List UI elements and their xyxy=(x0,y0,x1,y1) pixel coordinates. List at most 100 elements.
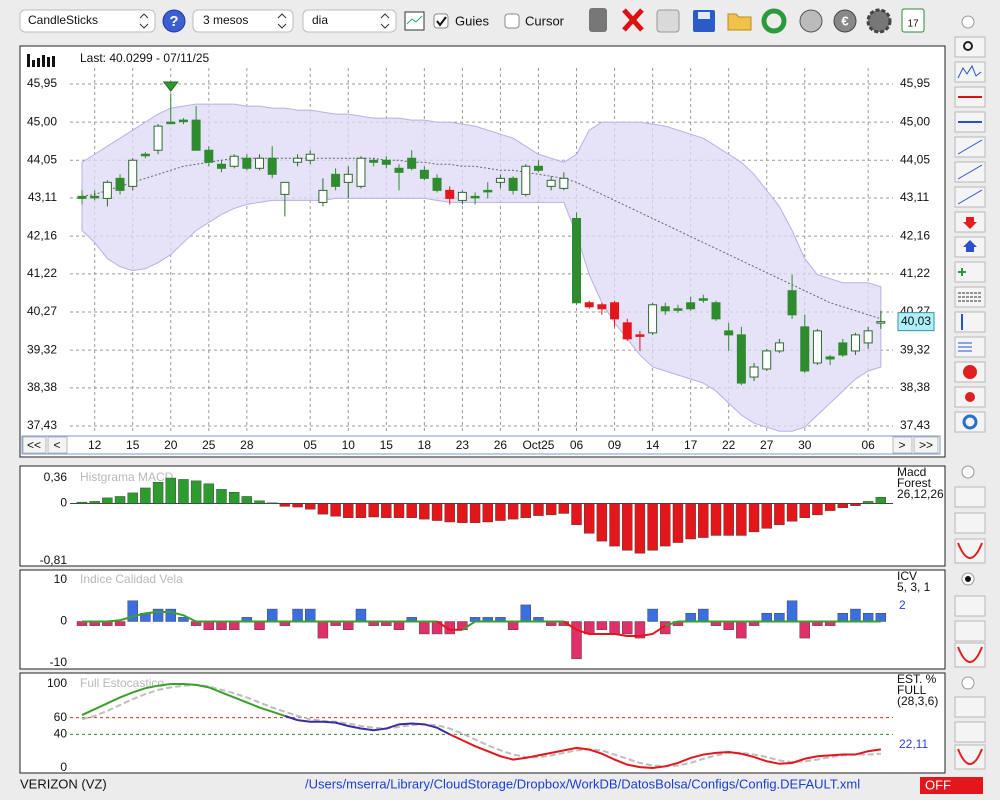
guides-checkbox[interactable] xyxy=(433,13,449,29)
zoom-button[interactable] xyxy=(954,36,986,58)
icon-glyph xyxy=(957,748,983,765)
x-tick-label: 18 xyxy=(418,438,432,452)
calendar-icon[interactable] xyxy=(901,8,925,33)
candle-body xyxy=(191,119,201,151)
help-button[interactable] xyxy=(162,9,186,33)
candle-body xyxy=(115,177,125,191)
candle-body xyxy=(381,159,391,165)
macd-bar xyxy=(279,503,291,507)
x-tick-label: 15 xyxy=(380,438,394,452)
candle-body xyxy=(622,322,632,340)
tool-button[interactable] xyxy=(954,721,986,743)
macd-bar xyxy=(140,487,151,504)
chart-type-text: CandleSticks xyxy=(28,13,98,27)
candle-body xyxy=(204,149,214,163)
period-select[interactable] xyxy=(192,9,294,33)
chart-type-select[interactable] xyxy=(19,9,156,33)
icv-bar xyxy=(660,621,671,635)
macd-bar xyxy=(190,480,202,504)
camera-icon[interactable] xyxy=(656,9,680,33)
settings-icon[interactable] xyxy=(866,8,892,34)
x-tick-label: 17 xyxy=(684,438,698,452)
candle-body xyxy=(280,181,290,195)
candle-body xyxy=(483,189,493,193)
stoch-k-line xyxy=(81,683,286,717)
toolbar: CandleSticks ? 3 mesos dia Guies Cursor … xyxy=(19,8,975,34)
sync-icon[interactable] xyxy=(799,9,823,33)
icv-bar xyxy=(647,608,658,622)
icv-bar xyxy=(520,604,531,622)
candle-body xyxy=(825,356,835,360)
stoch-k-line xyxy=(461,739,881,770)
tool-button[interactable] xyxy=(954,512,986,534)
candle-body xyxy=(166,121,176,125)
status-badge[interactable] xyxy=(920,777,983,794)
interval-select[interactable] xyxy=(302,9,397,33)
x-tick-label: 27 xyxy=(760,438,774,452)
icv-bar xyxy=(862,613,874,622)
y-tick-label: 40,27 xyxy=(27,304,57,318)
icv-bar xyxy=(622,621,633,635)
macd-bar xyxy=(469,503,481,523)
macd-bar xyxy=(444,503,455,523)
radio[interactable] xyxy=(961,676,975,690)
x-tick-label: 10 xyxy=(342,438,356,452)
delete-icon[interactable] xyxy=(622,8,644,32)
y-tick-label: 44,05 xyxy=(900,152,930,166)
icv-param: 5, 3, 1 xyxy=(897,580,931,594)
guides-label: Guies xyxy=(455,13,489,28)
icv-bar xyxy=(507,621,519,631)
first-button[interactable] xyxy=(22,436,47,454)
x-tick-label: 25 xyxy=(202,438,216,452)
icv-bar xyxy=(723,621,734,631)
candle-body xyxy=(660,306,670,312)
y-tick-label: 45,00 xyxy=(900,114,930,128)
macd-bar xyxy=(736,503,747,536)
icv-bar xyxy=(355,608,367,622)
icon-glyph xyxy=(957,139,983,155)
tool-button[interactable] xyxy=(954,595,986,617)
candle-body xyxy=(850,334,860,352)
candle-body xyxy=(863,330,873,344)
cursor-checkbox[interactable] xyxy=(504,13,520,29)
next-button[interactable] xyxy=(892,436,913,454)
tool-button[interactable] xyxy=(954,486,986,508)
tool-button[interactable] xyxy=(954,61,986,83)
candle-body xyxy=(876,321,886,324)
icv-bar xyxy=(774,613,785,622)
x-tick-label: 05 xyxy=(304,438,318,452)
last-price-label: Last: 40.0299 - 07/11/25 xyxy=(80,51,210,65)
stoch-title: Full Estocastico xyxy=(80,676,164,690)
tool-button[interactable] xyxy=(954,744,986,770)
tool-button[interactable] xyxy=(954,411,986,433)
tool-button[interactable] xyxy=(954,620,986,642)
tool-button[interactable] xyxy=(954,311,986,333)
macd-bar xyxy=(520,503,531,518)
tool-button[interactable] xyxy=(954,642,986,668)
candle-body xyxy=(610,302,620,320)
candle-body xyxy=(686,302,696,310)
macd-bar xyxy=(267,502,278,504)
tool-button[interactable] xyxy=(954,696,986,718)
radio[interactable] xyxy=(961,15,975,29)
config-path[interactable]: /Users/mserra/Library/CloudStorage/Dropb… xyxy=(305,776,860,791)
candle-body xyxy=(77,195,87,199)
icv-bar xyxy=(875,613,887,622)
icv-bar xyxy=(596,621,608,631)
tool-button[interactable] xyxy=(954,261,986,283)
last-button[interactable] xyxy=(913,436,939,454)
icv-bar xyxy=(685,613,696,622)
macd-bar xyxy=(482,503,493,523)
currency-icon[interactable] xyxy=(833,9,857,33)
prev-button[interactable] xyxy=(47,436,68,454)
open-icon[interactable] xyxy=(727,13,752,31)
refresh-icon[interactable] xyxy=(761,8,787,34)
y-tick-label: 100 xyxy=(47,676,67,690)
trash-icon[interactable] xyxy=(589,8,607,32)
macd-bar xyxy=(381,503,392,518)
tool-button[interactable] xyxy=(954,538,986,564)
radio[interactable] xyxy=(961,465,975,479)
candle-body xyxy=(305,153,315,161)
candle-body xyxy=(736,334,746,384)
macd-bar xyxy=(152,482,164,504)
